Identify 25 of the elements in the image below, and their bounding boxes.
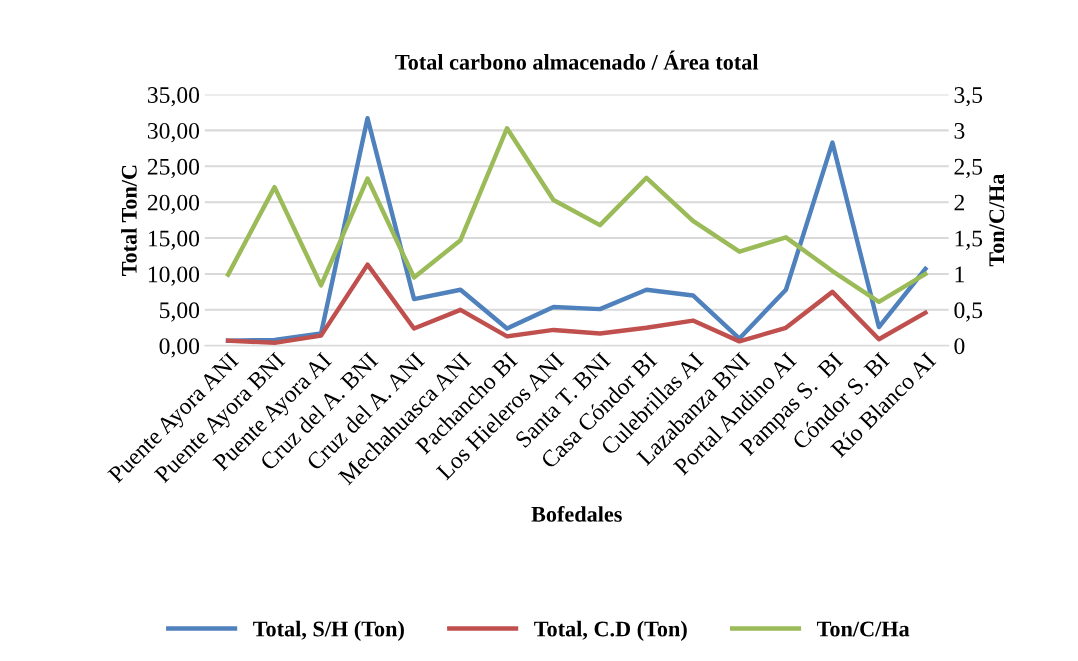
y2-tick-label: 0,5 — [954, 302, 983, 322]
y2-tick-label: 1,5 — [955, 230, 983, 250]
y2-tick-label: 0 — [954, 338, 965, 355]
chart-title: Total carbono almacenado / Área total — [395, 50, 759, 70]
y-tick-label: 30,00 — [147, 122, 200, 143]
legend-label: Ton/C/Ha — [816, 621, 910, 637]
legend-label: Total, C.D (Ton) — [534, 620, 687, 641]
y2-tick-label: 2,5 — [954, 158, 983, 179]
line-series — [225, 262, 928, 346]
y2-tick-label: 3,5 — [954, 87, 983, 107]
legend-label: Total, S/H (Ton) — [253, 620, 404, 641]
y-tick-label: 35,00 — [147, 87, 200, 107]
y-tick-label: 0,00 — [159, 338, 200, 358]
y2-axis-title: Ton/C/Ha — [989, 173, 1005, 267]
y2-tick-label: 1 — [955, 266, 964, 283]
y2-tick-label: 2 — [954, 194, 964, 211]
y-tick-label: 10,00 — [148, 266, 200, 286]
line-series — [225, 126, 928, 305]
y-axis-title: Total Ton/C — [121, 165, 137, 276]
x-axis-title: Bofedales — [531, 505, 622, 522]
y-tick-label: 5,00 — [160, 302, 200, 322]
y-tick-label: 25,00 — [147, 158, 200, 179]
y-tick-label: 20,00 — [147, 194, 200, 214]
y-tick-label: 15,00 — [148, 230, 200, 250]
y2-tick-label: 3 — [954, 122, 965, 139]
